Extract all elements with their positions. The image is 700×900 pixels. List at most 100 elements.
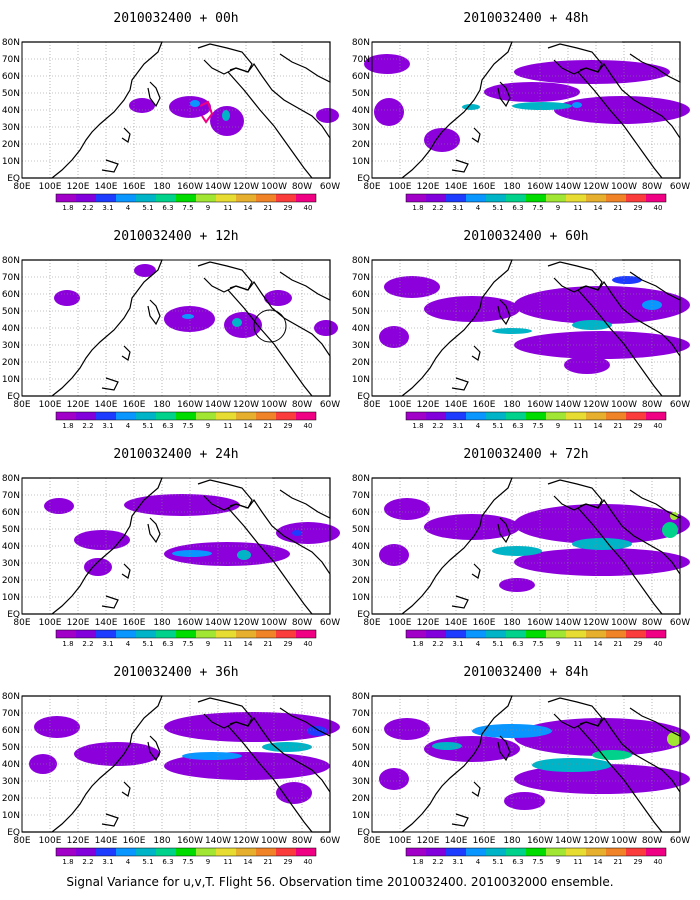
latitude-label: 10N [352, 157, 370, 167]
variance-region [84, 558, 112, 576]
longitude-label: 100E [39, 400, 62, 410]
longitude-label: 180 [503, 400, 520, 410]
colorbar-swatch [96, 848, 116, 856]
coastline [577, 62, 681, 179]
colorbar-label: 6.3 [162, 204, 173, 212]
colorbar-label: 40 [654, 640, 663, 648]
high-variance-region [307, 726, 327, 736]
latitude-label: 40N [352, 760, 370, 770]
latitude-label: 30N [2, 341, 20, 351]
latitude-label: 60N [352, 508, 370, 518]
longitude-label: 120E [67, 182, 90, 192]
longitude-label: 120E [417, 618, 440, 628]
coastline [101, 159, 119, 173]
longitude-label: 100W [611, 182, 637, 192]
map-frame [21, 477, 331, 615]
coastline [497, 517, 511, 544]
variance-region [384, 718, 430, 740]
longitude-label: 160W [527, 618, 553, 628]
high-variance-region [572, 102, 582, 108]
variance-region [514, 331, 690, 359]
latitude-label: 20N [352, 576, 370, 586]
colorbar-swatch [626, 412, 646, 420]
variance-field [364, 54, 690, 152]
longitude-label: 100E [389, 400, 412, 410]
colorbar-swatch [276, 412, 296, 420]
latitude-label: 30N [352, 777, 370, 787]
longitude-label: 100W [261, 400, 287, 410]
latitude-label: 10N [2, 593, 20, 603]
latitude-label: 50N [2, 307, 20, 317]
panel-title: 2010032400 + 36h [113, 665, 238, 680]
longitude-label: 180 [153, 400, 170, 410]
latitude-label: EQ [357, 610, 370, 620]
high-variance-region [572, 538, 632, 550]
high-variance-region [182, 314, 194, 319]
latitude-label: 60N [352, 726, 370, 736]
colorbar-label: 3.1 [452, 204, 463, 212]
colorbar: 1.8 2.2 3.1 4 5.1 6.3 7.5 9 11 14 21 29 40 [55, 411, 317, 430]
colorbar-label: 21 [264, 858, 273, 866]
panel-title: 2010032400 + 24h [113, 447, 238, 462]
coastline [451, 813, 469, 827]
colorbar-label: 40 [304, 640, 313, 648]
colorbar-label: 9 [206, 422, 210, 430]
colorbar-label: 11 [574, 858, 583, 866]
map-frame [371, 41, 681, 179]
colorbar-swatch [176, 630, 196, 638]
colorbar-label: 40 [654, 858, 663, 866]
map-panel: 2010032400 + 72h 80N 70N 60N 50N 40N 30N 20N 10N… [352, 447, 690, 648]
latitude-label: 10N [352, 593, 370, 603]
colorbar-swatch [256, 194, 276, 202]
variance-region [514, 60, 670, 84]
latitude-label: 70N [352, 709, 370, 719]
colorbar-swatch [116, 848, 136, 856]
colorbar-swatch [546, 630, 566, 638]
coastline [471, 345, 481, 361]
longitude-label: 80W [642, 182, 662, 192]
colorbar-swatch [586, 848, 606, 856]
colorbar-label: 21 [264, 204, 273, 212]
colorbar-swatch [176, 194, 196, 202]
colorbar-label: 29 [284, 204, 293, 212]
colorbar-label: 4 [476, 858, 481, 866]
colorbar-label: 3.1 [452, 640, 463, 648]
colorbar-label: 5.1 [492, 640, 503, 648]
colorbar-label: 5.1 [142, 422, 153, 430]
colorbar-swatch [426, 412, 446, 420]
colorbar-label: 21 [614, 422, 623, 430]
longitude-label: 180 [153, 836, 170, 846]
high-variance-region [667, 732, 681, 746]
variance-region [34, 716, 80, 738]
coastline [197, 261, 253, 293]
colorbar-swatch [156, 848, 176, 856]
colorbar-label: 5.1 [142, 204, 153, 212]
latitude-label: 20N [2, 576, 20, 586]
latitude-label: 30N [352, 123, 370, 133]
map-panel: 2010032400 + 36h 80N 70N 60N 50N 40N 30N 20N 10N… [2, 665, 340, 866]
longitude-label: 60W [320, 400, 340, 410]
coastline [577, 280, 681, 397]
longitude-label: 80W [292, 618, 312, 628]
colorbar-swatch [586, 412, 606, 420]
colorbar-label: 9 [556, 422, 560, 430]
colorbar-swatch [216, 412, 236, 420]
colorbar-label: 3.1 [102, 204, 113, 212]
colorbar-swatch [216, 848, 236, 856]
colorbar-label: 9 [206, 204, 210, 212]
colorbar-label: 11 [574, 422, 583, 430]
colorbar-label: 2.2 [82, 640, 93, 648]
flight-track [199, 100, 214, 124]
colorbar-swatch [626, 848, 646, 856]
coastline [101, 595, 119, 609]
high-variance-region [237, 550, 251, 560]
variance-region [384, 276, 440, 298]
longitude-label: 120W [583, 618, 609, 628]
variance-region [164, 712, 340, 742]
colorbar-label: 21 [614, 858, 623, 866]
longitude-label: 80W [642, 618, 662, 628]
latitude-label: EQ [357, 828, 370, 838]
latitude-label: EQ [357, 392, 370, 402]
colorbar-swatch [406, 194, 426, 202]
